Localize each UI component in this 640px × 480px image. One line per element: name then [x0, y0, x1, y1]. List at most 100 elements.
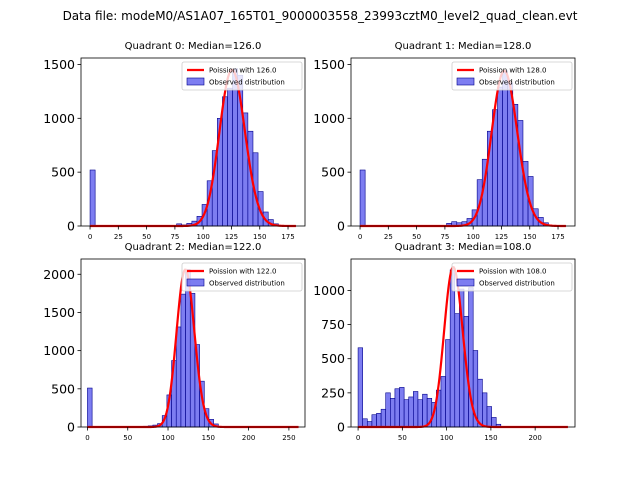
x-tick-label: 125 [225, 233, 238, 241]
legend-label: Poission with 122.0 [209, 268, 277, 276]
y-tick-label: 500 [321, 165, 345, 180]
x-tick-label: 100 [161, 434, 174, 442]
histogram-bar [227, 87, 233, 227]
y-tick-label: 1500 [43, 57, 75, 72]
y-tick-label: 1500 [43, 305, 75, 320]
histogram-bar [394, 388, 400, 428]
x-tick-label: 0 [358, 233, 362, 241]
panel-quadrant-0: Quadrant 0: Median=126.0 0 500 1000 1500 0 25 5… [43, 41, 306, 241]
x-tick-label: 175 [551, 233, 564, 241]
axes-frame [350, 258, 576, 428]
x-tick-label: 50 [142, 233, 151, 241]
axes-frame [80, 57, 306, 227]
x-tick-label: 100 [440, 434, 453, 442]
histogram-bar [477, 378, 483, 428]
histogram-bar [454, 313, 460, 428]
histogram-bar [482, 392, 488, 428]
legend: Poission with 126.0 Observed distribution [181, 61, 303, 91]
x-tick-label: 150 [253, 233, 266, 241]
y-tick-label: 250 [321, 385, 345, 400]
poisson-curve [360, 69, 566, 228]
y-tick-label: 0 [337, 420, 345, 435]
y-tick-label: 1000 [43, 343, 75, 358]
legend-bar-swatch [456, 77, 475, 86]
y-tick-label: 500 [321, 351, 345, 366]
histogram-bar [497, 86, 503, 227]
axes-frame [350, 57, 576, 227]
legend: Poission with 128.0 Observed distribution [451, 61, 573, 91]
y-tick-label: 1000 [313, 111, 345, 126]
legend-label: Poission with 126.0 [209, 67, 277, 75]
y-tick-label: 500 [51, 165, 75, 180]
histogram-bar [87, 387, 93, 428]
histogram-bar [89, 169, 96, 227]
histogram-bar [403, 399, 410, 428]
histogram-bar [376, 413, 382, 428]
histogram-bar [449, 269, 456, 428]
axes-frame [80, 258, 306, 428]
panel-title: Quadrant 1: Median=128.0 [395, 41, 532, 52]
legend-box [181, 61, 303, 91]
histogram-bar [222, 96, 228, 227]
y-tick-label: 1000 [43, 111, 75, 126]
x-tick-label: 0 [356, 434, 360, 442]
x-tick-label: 200 [528, 434, 541, 442]
histogram-bar [408, 396, 414, 428]
legend-box [181, 262, 303, 292]
legend: Poission with 108.0 Observed distribution [451, 262, 573, 292]
panel-title: Quadrant 2: Median=122.0 [125, 242, 262, 253]
x-tick-label: 50 [398, 434, 407, 442]
y-tick-label: 1000 [313, 283, 345, 298]
x-tick-label: 100 [466, 233, 479, 241]
histogram-bar [357, 347, 363, 428]
x-tick-label: 75 [440, 233, 449, 241]
histogram-bar [422, 393, 428, 428]
legend: Poission with 122.0 Observed distribution [181, 262, 303, 292]
histogram-bar [390, 398, 396, 428]
histogram-bar [359, 169, 366, 227]
panel-quadrant-3: Quadrant 3: Median=108.0 0 250 500 750 1000 0 5… [313, 242, 576, 442]
x-tick-label: 150 [484, 434, 497, 442]
panel-title: Quadrant 3: Median=108.0 [395, 242, 532, 253]
legend-bar-swatch [186, 278, 205, 287]
histogram-bar [399, 387, 405, 428]
x-tick-label: 50 [412, 233, 421, 241]
histogram-bar [175, 326, 182, 428]
x-tick-label: 125 [495, 233, 508, 241]
figure-title: Data file: modeM0/AS1A07_165T01_90000035… [63, 9, 578, 23]
histogram-bar [232, 68, 238, 227]
histogram-bar [486, 406, 492, 428]
legend-box [451, 61, 573, 91]
histogram-bar [371, 414, 377, 428]
legend-label: Poission with 128.0 [479, 67, 547, 75]
x-tick-label: 50 [123, 434, 132, 442]
x-tick-label: 75 [170, 233, 179, 241]
histogram-bar [385, 392, 391, 428]
panel-quadrant-1: Quadrant 1: Median=128.0 0 500 1000 1500 0 25 5… [313, 41, 576, 241]
histogram-bar [507, 82, 514, 227]
histogram-bar [417, 399, 423, 428]
histogram-bar [413, 391, 419, 428]
legend-label: Observed distribution [209, 280, 285, 288]
x-tick-label: 100 [196, 233, 209, 241]
x-tick-label: 200 [242, 434, 255, 442]
x-tick-label: 175 [281, 233, 294, 241]
y-tick-label: 2000 [43, 267, 75, 282]
legend-label: Observed distribution [479, 79, 555, 87]
poisson-curve [90, 68, 296, 228]
y-tick-label: 0 [67, 420, 75, 435]
x-tick-label: 250 [282, 434, 295, 442]
legend-bar-swatch [456, 278, 475, 287]
y-tick-label: 0 [337, 219, 345, 234]
x-tick-label: 150 [523, 233, 536, 241]
histogram-bar [502, 70, 508, 227]
y-tick-label: 500 [51, 381, 75, 396]
legend-label: Observed distribution [209, 79, 285, 87]
histogram-bar [380, 408, 387, 428]
y-tick-label: 1500 [313, 57, 345, 72]
legend-bar-swatch [186, 77, 205, 86]
legend-label: Observed distribution [479, 280, 555, 288]
x-tick-label: 0 [88, 233, 92, 241]
panel-quadrant-2: Quadrant 2: Median=122.0 0 500 1000 1500 2000… [43, 242, 306, 442]
